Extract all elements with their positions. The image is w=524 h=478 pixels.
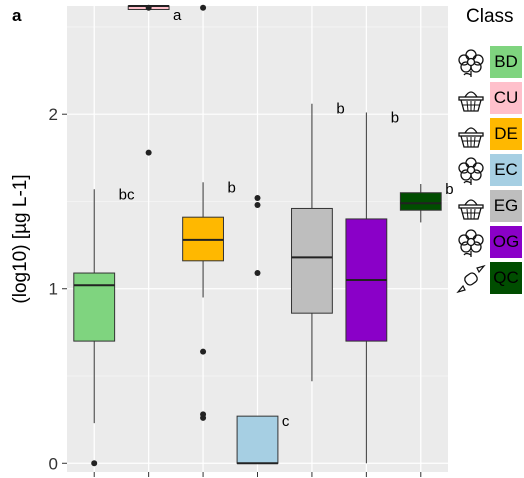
legend-item: OG [456,226,524,260]
significance-letter: b [336,101,344,118]
candy-icon [456,264,486,294]
box-bd [73,272,116,342]
significance-letter: c [282,413,290,430]
legend: BD CU DE EC EG OG QC [456,46,524,298]
box-ec [236,415,279,464]
box-qc [399,192,442,211]
y-tick-label: 1 [49,280,58,299]
legend-swatch: EG [490,190,522,222]
y-tick-label: 2 [49,105,58,124]
outlier-point [254,201,261,208]
outlier-point [145,149,152,156]
legend-item: EG [456,190,524,224]
box-eg [291,207,333,314]
outlier-point [91,460,98,467]
significance-letter: b [445,181,453,198]
outlier-point [145,4,152,11]
legend-swatch: DE [490,118,522,150]
panel-label: a [12,6,22,25]
legend-item: BD [456,46,524,80]
legend-item: QC [456,262,524,296]
outlier-point [200,4,207,11]
outlier-point [200,348,207,355]
outlier-point [200,414,207,421]
flower-icon [458,157,484,185]
legend-swatch: OG [490,226,522,258]
y-axis-title: (log10) [µg L-1] [10,174,31,303]
flower-icon [458,229,484,257]
legend-item: DE [456,118,524,152]
legend-item: CU [456,82,524,116]
outlier-point [254,270,261,277]
flower-icon [458,49,484,77]
legend-item: EC [456,154,524,188]
outlier-point [254,194,261,201]
significance-letter: bc [119,186,135,203]
basket-icon [458,127,484,148]
basket-icon [458,199,484,220]
significance-letter: a [173,7,182,24]
legend-swatch: EC [490,154,522,186]
significance-letter: b [227,179,235,196]
basket-icon [458,91,484,112]
legend-title: Class [466,6,514,27]
y-tick-label: 0 [49,454,58,473]
legend-swatch: CU [490,82,522,114]
legend-swatch: BD [490,46,522,78]
significance-letter: b [391,109,399,126]
legend-swatch: QC [490,262,522,294]
